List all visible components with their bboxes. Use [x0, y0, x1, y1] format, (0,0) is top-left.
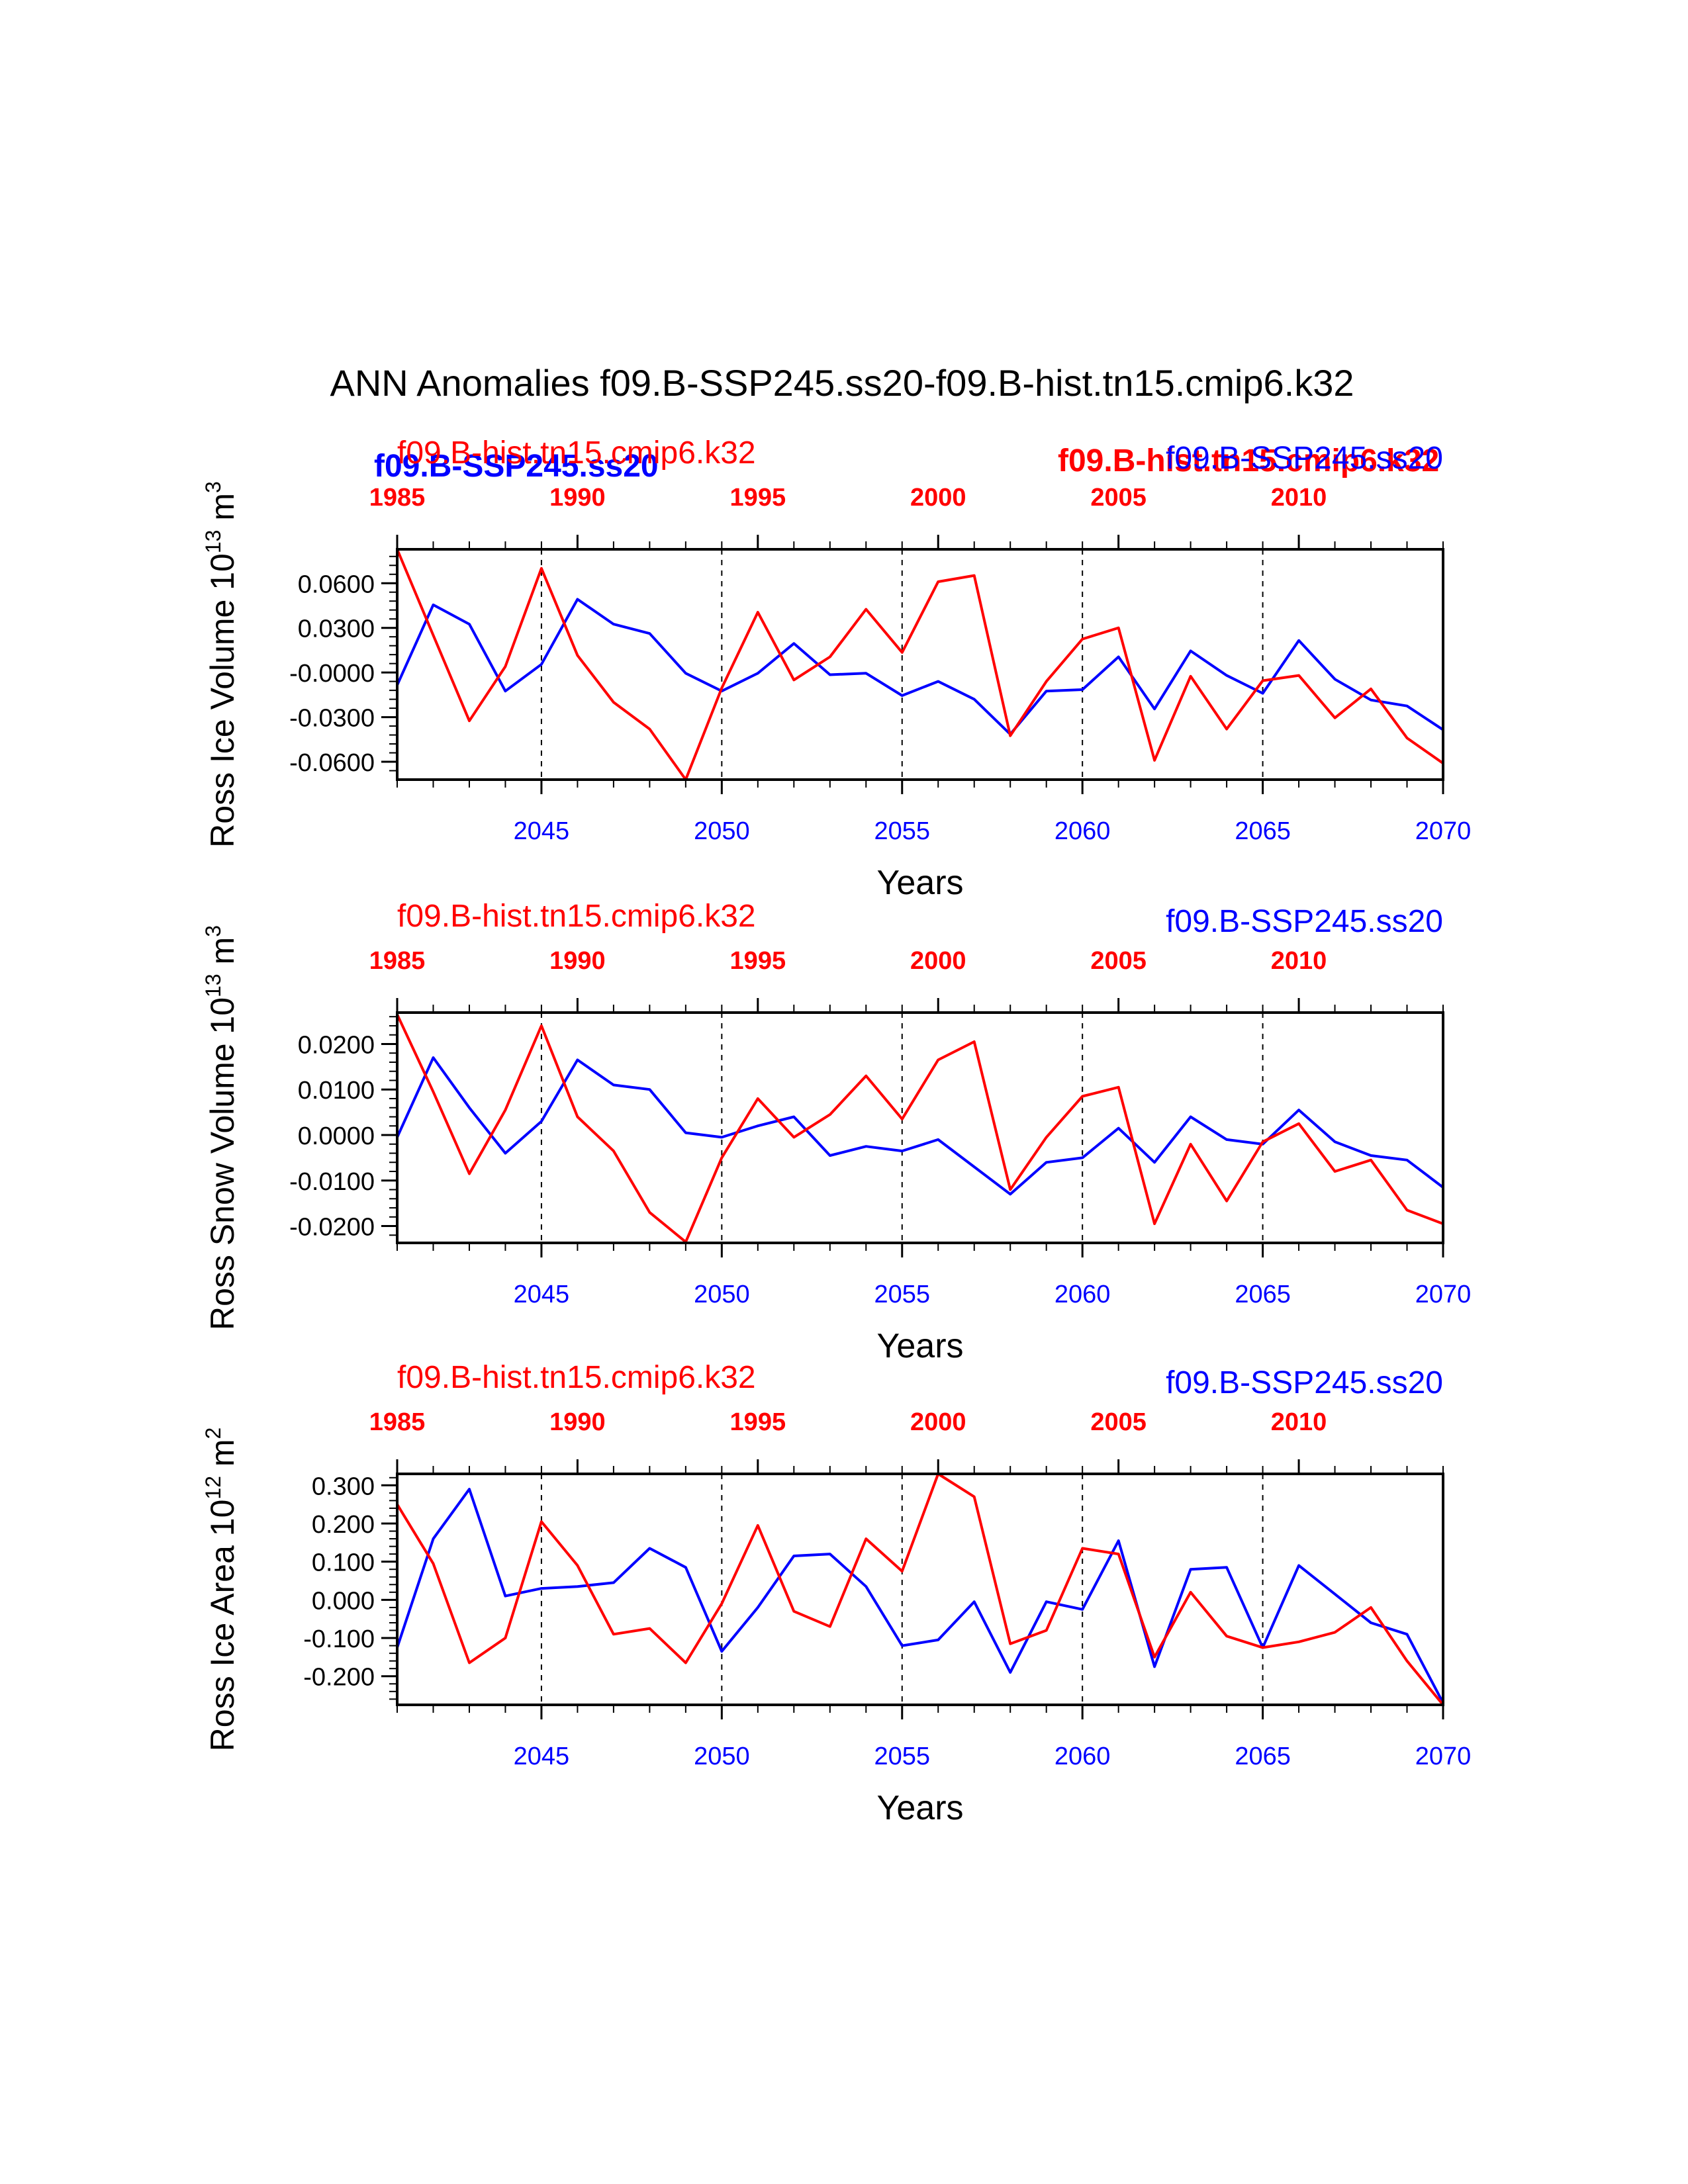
y-tick-label: 0.0600: [298, 570, 375, 598]
top-x-tick-label: 2000: [910, 1408, 966, 1436]
y-tick-label: 0.000: [312, 1587, 375, 1615]
top-x-tick-label: 1985: [369, 1408, 426, 1436]
plot-frame: [396, 548, 1444, 781]
top-x-tick-label: 2010: [1271, 1408, 1327, 1436]
x-tick-label: 2060: [1055, 1743, 1111, 1770]
page-title: ANN Anomalies f09.B-SSP245.ss20-f09.B-hi…: [330, 362, 1354, 404]
top-x-tick-label: 2010: [1271, 484, 1327, 512]
y-tick-label: -0.0600: [289, 749, 375, 777]
chart-panel-1: -0.0600 -0.0300 -0.0000 0.0300 0.0600 2045 205…: [201, 435, 1471, 902]
top-x-tick-label: 1995: [730, 1408, 786, 1436]
hist-series-label: f09.B-hist.tn15.cmip6.k32: [397, 1360, 756, 1395]
overlay-left-bold-label: f09.B-SSP245.ss20: [374, 449, 659, 484]
y-tick-label: 0.300: [312, 1473, 375, 1500]
series-line: [396, 1013, 1444, 1244]
x-tick-label: 2070: [1415, 1743, 1472, 1770]
x-axis-label: Years: [876, 1789, 963, 1827]
x-tick-label: 2050: [694, 817, 750, 845]
series-line: [396, 598, 1444, 736]
top-x-tick-label: 2005: [1090, 484, 1147, 512]
top-x-tick-label: 1990: [549, 1408, 606, 1436]
y-tick-label: -0.0000: [289, 660, 375, 688]
series-line: [396, 1056, 1444, 1196]
y-axis-label: Ross Ice Volume 1013 m3: [201, 481, 241, 848]
y-tick-label: 0.0100: [298, 1077, 375, 1105]
x-tick-label: 2045: [514, 817, 570, 845]
plot-frame: [396, 1011, 1444, 1244]
x-tick-label: 2055: [874, 1281, 930, 1308]
x-tick-label: 2050: [694, 1743, 750, 1770]
y-tick-label: -0.0200: [289, 1214, 375, 1242]
top-x-tick-label: 2000: [910, 484, 966, 512]
y-tick-label: 0.200: [312, 1511, 375, 1539]
top-x-tick-label: 2005: [1090, 947, 1147, 975]
x-tick-label: 2045: [514, 1743, 570, 1770]
y-tick-label: 0.0300: [298, 615, 375, 643]
chart-panel-2: -0.0200 -0.0100 0.0000 0.0100 0.0200 2045 2050…: [201, 899, 1471, 1365]
chart-panel-3: -0.200 -0.100 0.000 0.100 0.200 0.300 2045 2050…: [201, 1360, 1471, 1827]
top-x-tick-label: 1990: [549, 484, 606, 512]
x-tick-label: 2055: [874, 1743, 930, 1770]
x-axis-label: Years: [876, 864, 963, 902]
x-tick-label: 2065: [1235, 817, 1291, 845]
plot-frame: [396, 1473, 1444, 1706]
x-tick-label: 2070: [1415, 817, 1472, 845]
x-tick-label: 2070: [1415, 1281, 1472, 1308]
y-tick-label: -0.200: [303, 1664, 375, 1692]
series-line: [396, 1488, 1444, 1704]
hist-series-label: f09.B-hist.tn15.cmip6.k32: [397, 899, 756, 934]
y-tick-label: 0.0200: [298, 1031, 375, 1059]
x-tick-label: 2065: [1235, 1281, 1291, 1308]
top-x-tick-label: 1990: [549, 947, 606, 975]
overlay-right-bold-label: f09.B-hist.tn15.cmip6.k32: [1058, 443, 1439, 478]
top-x-tick-label: 1995: [730, 484, 786, 512]
top-x-tick-label: 1995: [730, 947, 786, 975]
x-tick-label: 2065: [1235, 1743, 1291, 1770]
series-line: [396, 1473, 1444, 1706]
x-tick-label: 2060: [1055, 817, 1111, 845]
x-axis-label: Years: [876, 1327, 963, 1365]
x-tick-label: 2060: [1055, 1281, 1111, 1308]
y-tick-label: -0.100: [303, 1625, 375, 1653]
x-tick-label: 2045: [514, 1281, 570, 1308]
y-axis-label: Ross Ice Area 1012 m2: [201, 1428, 241, 1752]
y-tick-label: -0.0300: [289, 705, 375, 733]
series-line: [396, 549, 1444, 781]
hist-series-label: f09.B-hist.tn15.cmip6.k32: [397, 435, 756, 471]
top-x-tick-label: 2010: [1271, 947, 1327, 975]
y-tick-label: -0.0100: [289, 1168, 375, 1196]
ssp-series-label: f09.B-SSP245.ss20: [1166, 441, 1443, 476]
top-x-tick-label: 2005: [1090, 1408, 1147, 1436]
ssp-series-label: f09.B-SSP245.ss20: [1166, 1365, 1443, 1400]
y-tick-label: 0.0000: [298, 1122, 375, 1150]
y-axis-label: Ross Snow Volume 1013 m3: [201, 925, 241, 1330]
ssp-series-label: f09.B-SSP245.ss20: [1166, 904, 1443, 939]
panels-group: -0.0600 -0.0300 -0.0000 0.0300 0.0600 2045 205…: [201, 435, 1471, 1827]
x-tick-label: 2050: [694, 1281, 750, 1308]
top-x-tick-label: 1985: [369, 947, 426, 975]
x-tick-label: 2055: [874, 817, 930, 845]
top-x-tick-label: 2000: [910, 947, 966, 975]
y-tick-label: 0.100: [312, 1549, 375, 1577]
top-x-tick-label: 1985: [369, 484, 426, 512]
